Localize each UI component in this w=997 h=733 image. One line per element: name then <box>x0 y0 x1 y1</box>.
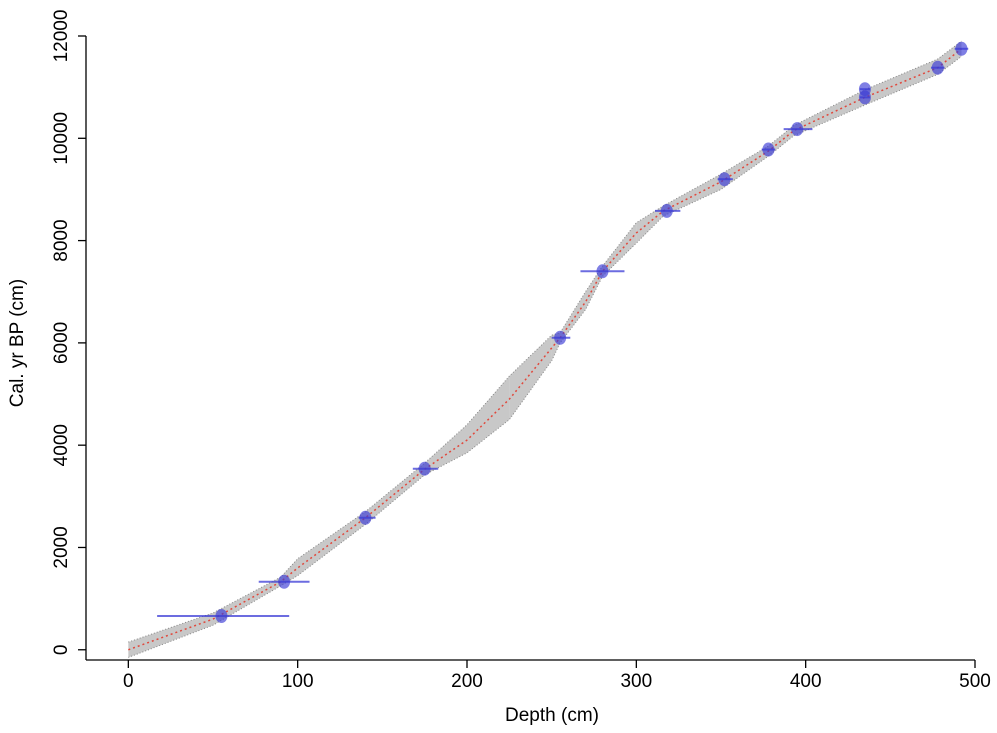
x-tick-label: 400 <box>790 671 822 692</box>
y-tick-label: 10000 <box>51 112 72 165</box>
uncertainty-band <box>509 335 552 420</box>
x-tick-label: 500 <box>959 671 991 692</box>
uncertainty-band <box>467 376 510 453</box>
date-marker <box>278 574 291 589</box>
date-marker <box>955 41 968 56</box>
date-marker <box>660 203 673 218</box>
band-edge <box>128 40 962 643</box>
uncertainty-band <box>424 424 467 475</box>
date-marker <box>791 122 804 137</box>
x-tick-label: 100 <box>282 671 314 692</box>
band-edge <box>128 56 962 658</box>
uncertainty-band <box>128 612 213 658</box>
date-marker <box>718 172 731 187</box>
x-axis-label: Depth (cm) <box>505 705 599 726</box>
y-tick-label: 4000 <box>51 424 72 466</box>
date-marker <box>762 142 775 157</box>
y-tick-label: 8000 <box>51 219 72 261</box>
date-marker <box>931 60 944 75</box>
y-tick-label: 0 <box>51 644 72 655</box>
y-tick-label: 2000 <box>51 526 72 568</box>
y-axis-label: Cal. yr BP (cm) <box>7 279 28 407</box>
date-marker <box>596 264 609 279</box>
x-tick-label: 300 <box>620 671 652 692</box>
date-marker <box>554 330 567 345</box>
uncertainty-band <box>793 89 865 136</box>
uncertainty-band <box>602 222 637 277</box>
date-marker <box>858 90 871 105</box>
date-marker <box>418 461 431 476</box>
x-tick-label: 0 <box>123 671 134 692</box>
y-tick-label: 12000 <box>51 10 72 63</box>
date-marker <box>359 510 372 525</box>
uncertainty-band <box>213 577 281 626</box>
uncertainty-band <box>663 174 721 217</box>
uncertainty-band <box>768 125 794 157</box>
date-marker <box>215 609 228 624</box>
uncertainty-band <box>636 205 664 244</box>
x-tick-label: 200 <box>451 671 483 692</box>
y-tick-label: 6000 <box>51 322 72 364</box>
